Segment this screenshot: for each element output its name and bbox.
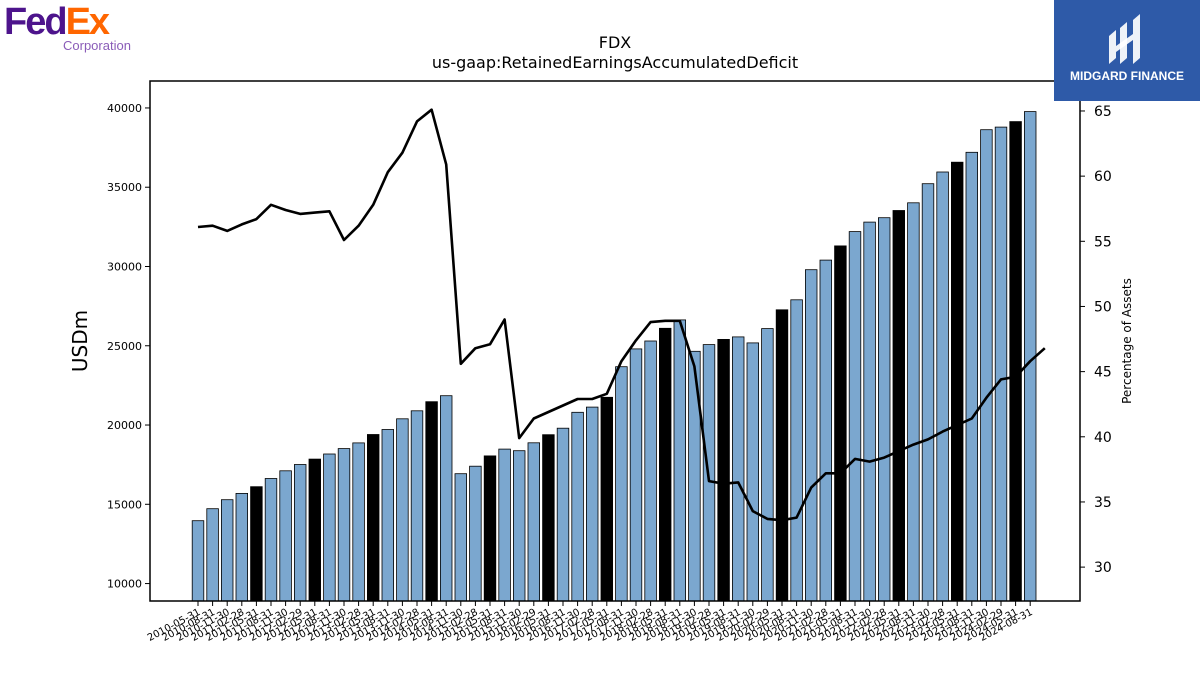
bar [323,453,336,602]
bar [615,366,628,602]
y-tick-label: 40000 [107,102,142,115]
y2-tick-label: 60 [1094,169,1112,185]
bar [337,448,351,602]
bar [936,171,949,602]
bar [951,161,964,602]
y2-tick-label: 50 [1094,299,1112,315]
bar [527,442,541,602]
bar [191,520,205,602]
bar [293,464,307,602]
bar [834,245,847,602]
bar [994,126,1008,602]
fedex-logo: FedEx Corporation [4,2,144,56]
y-axis-label: USDm [68,310,92,372]
x-axis: 2010-05-312010-08-312010-11-302011-02-28… [146,601,1035,644]
y-tick-label: 10000 [107,578,142,591]
bar [907,202,920,602]
percentage-line [197,108,1046,522]
bar [498,448,511,602]
bar [279,470,292,602]
bar [556,427,570,602]
fedex-wordmark-ex: Ex [65,1,111,43]
bar [790,299,803,602]
bar [439,395,453,602]
y2-tick-label: 40 [1094,430,1112,446]
bar [775,309,789,602]
y2-tick-label: 30 [1094,560,1112,576]
bar [673,319,687,602]
bar [878,217,891,602]
bar [571,411,584,602]
y-tick-label: 30000 [107,260,142,273]
bar [264,478,278,602]
bar [235,492,249,602]
bar [250,486,263,602]
y-tick-label: 25000 [107,340,142,353]
bar [805,269,818,602]
line-series [197,108,1046,522]
fedex-corporation-label: Corporation [63,38,131,53]
y2-tick-label: 45 [1094,365,1112,381]
bar [1009,121,1022,602]
bar [469,465,482,602]
bar [600,396,614,602]
bar [381,429,395,602]
bar [921,183,935,602]
bar [659,327,672,602]
bar [980,129,993,602]
bar [220,499,234,602]
bar [396,418,409,602]
chart-subtitle: us-gaap:RetainedEarningsAccumulatedDefic… [432,53,798,72]
bar [863,221,876,602]
midgard-logo-icon [1109,14,1140,64]
bar [454,473,468,602]
midgard-finance-label: MIDGARD FINANCE [1070,69,1184,83]
chart-title: FDX [599,33,632,52]
y-tick-label: 15000 [107,498,142,511]
bar [848,231,862,602]
bar [586,406,599,602]
y-axis-right: 30 35 40 45 50 55 60 65 [1080,104,1112,576]
bar [352,442,365,602]
bar [483,455,497,602]
bar [717,338,730,602]
y2-tick-label: 35 [1094,495,1112,511]
bar [366,434,380,602]
midgard-finance-badge: MIDGARD FINANCE [1054,0,1200,101]
bar [425,401,438,602]
fedex-wordmark: FedEx [4,1,111,43]
y-axis-left: 10000 15000 20000 25000 30000 35000 40000 [107,102,150,591]
bar [308,458,322,602]
bar [629,348,643,602]
bar [513,450,526,602]
fedex-wordmark-fed: Fed [4,1,68,43]
bar [410,410,424,602]
bar-series [191,111,1037,602]
bar [732,336,745,602]
bar [644,340,657,602]
bar [206,508,219,602]
y2-tick-label: 55 [1094,234,1112,250]
bar [746,342,760,602]
bar [965,151,979,602]
bar [761,328,774,602]
bar [892,210,906,602]
bar [819,259,833,602]
y2-tick-label: 65 [1094,104,1112,120]
y-tick-label: 20000 [107,419,142,432]
y-tick-label: 35000 [107,181,142,194]
bar [542,434,555,602]
plot-frame [149,80,1081,602]
y2-axis-label: Percentage of Assets [1120,278,1134,404]
